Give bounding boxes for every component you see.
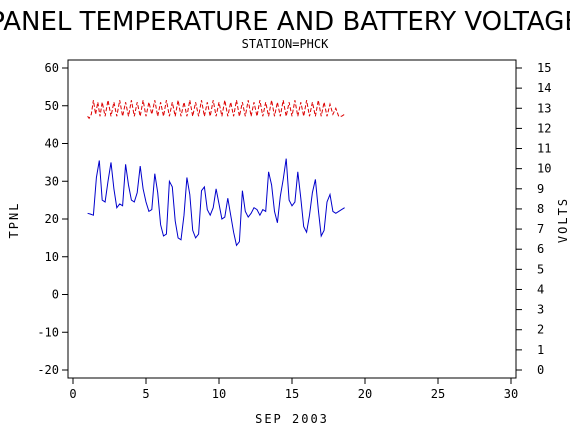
x-tick-label: 0 [69,387,76,401]
y-axis-label-left: TPNL [7,202,21,239]
series-group [87,100,345,247]
x-tick-label: 5 [142,387,149,401]
y-right-tick-label: 15 [537,61,551,75]
y-right-tick-label: 6 [537,242,544,256]
x-tick-label: 10 [212,387,226,401]
y-left-tick-label: 60 [45,61,59,75]
x-tick-label: 30 [504,387,518,401]
x-tick-label: 20 [358,387,372,401]
y-right-tick-label: 1 [537,343,544,357]
y-left-tick-label: 50 [45,99,59,113]
y-right-tick-label: 5 [537,262,544,276]
y-right-tick-label: 4 [537,282,544,296]
plot-frame [67,59,517,379]
x-axis-label: SEP 2003 [255,412,329,426]
y-left-tick-label: 0 [52,288,59,302]
y-right-tick-label: 14 [537,81,551,95]
x-tick-label: 25 [431,387,445,401]
tpnl-series-line [87,158,345,247]
y-axis-label-right: VOLTS [556,197,570,243]
y-left-tick-label: -20 [37,363,59,377]
y-right-tick-label: 10 [537,162,551,176]
axis-ticks: 0 5 10 15 20 25 30-20-100102030405060012345678… [37,61,551,401]
y-right-tick-label: 0 [537,363,544,377]
y-right-tick-label: 3 [537,303,544,317]
volts-series-line [87,100,345,120]
chart-title: PANEL TEMPERATURE AND BATTERY VOLTAGE [0,7,570,37]
y-right-tick-label: 13 [537,101,551,115]
x-tick-label: 15 [285,387,299,401]
y-left-tick-label: -10 [37,325,59,339]
chart-subtitle: STATION=PHCK [242,37,329,51]
y-right-tick-label: 8 [537,202,544,216]
y-right-tick-label: 9 [537,182,544,196]
y-right-tick-label: 7 [537,222,544,236]
y-left-tick-label: 40 [45,137,59,151]
y-right-tick-label: 2 [537,323,544,337]
y-left-tick-label: 20 [45,212,59,226]
y-left-tick-label: 10 [45,250,59,264]
y-right-tick-label: 12 [537,121,551,135]
y-left-tick-label: 30 [45,174,59,188]
y-right-tick-label: 11 [537,142,551,156]
